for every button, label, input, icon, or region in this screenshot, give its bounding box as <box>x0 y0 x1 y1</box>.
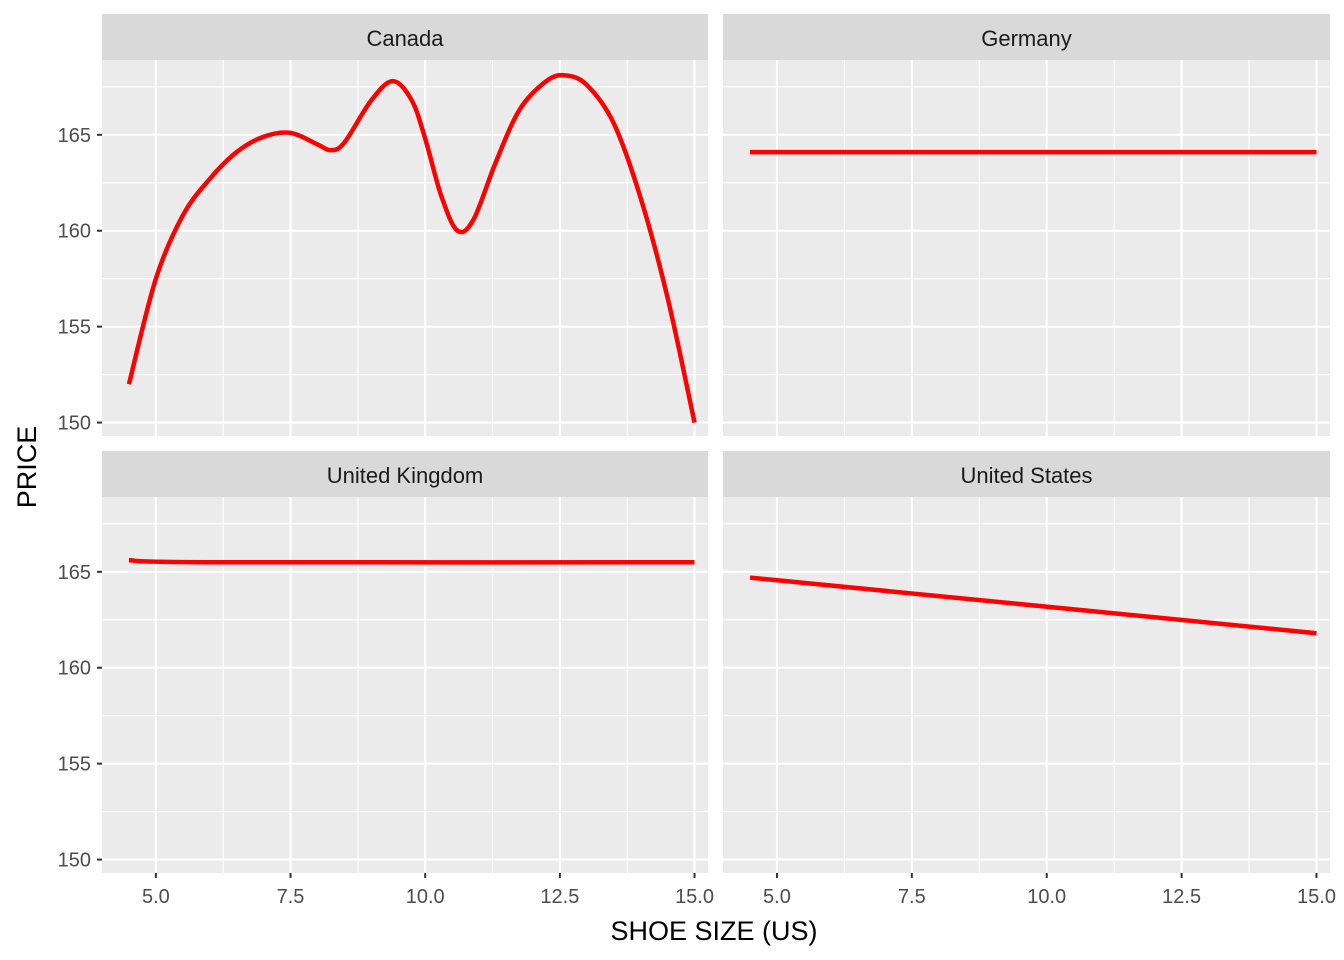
y-tick-label: 155 <box>58 754 91 776</box>
series-line <box>126 72 697 424</box>
panel-background <box>102 60 708 436</box>
facet-label: Germany <box>981 26 1071 51</box>
facet-panel: Germany <box>723 14 1330 436</box>
facet-label: United Kingdom <box>327 463 484 488</box>
x-tick-label: 12.5 <box>1162 886 1201 908</box>
y-tick-label: 165 <box>58 125 91 147</box>
y-tick-label: 150 <box>58 413 91 435</box>
y-tick-label: 160 <box>58 658 91 680</box>
panel-background <box>723 60 1330 436</box>
facet-strip <box>102 451 708 497</box>
facet-label: Canada <box>366 26 444 51</box>
x-tick-label: 12.5 <box>540 886 579 908</box>
facet-label: United States <box>960 463 1092 488</box>
panel-background <box>723 497 1330 873</box>
panel-background <box>102 497 708 873</box>
x-tick-label: 5.0 <box>142 886 170 908</box>
facet-strip <box>723 14 1330 60</box>
x-tick-label: 10.0 <box>1027 886 1066 908</box>
facet-panel: United States 5.0 7.5 10.0 12.5 15.0 <box>723 451 1336 908</box>
facet-panels: Canada 150 155 160 165 Germany United Kingdom 1… <box>58 14 1336 908</box>
facet-strip <box>102 14 708 60</box>
x-tick-label: 15.0 <box>1297 886 1336 908</box>
y-tick-label: 165 <box>58 562 91 584</box>
x-tick-label: 15.0 <box>675 886 714 908</box>
x-axis-title: SHOE SIZE (US) <box>610 916 817 946</box>
y-tick-label: 155 <box>58 317 91 339</box>
y-axis-title: PRICE <box>12 426 42 509</box>
y-tick-label: 150 <box>58 850 91 872</box>
series-line <box>749 575 1317 636</box>
series-line <box>128 558 695 565</box>
x-tick-label: 10.0 <box>406 886 445 908</box>
x-tick-label: 5.0 <box>763 886 791 908</box>
facet-strip <box>723 451 1330 497</box>
y-tick-label: 160 <box>58 221 91 243</box>
facet-panel: United Kingdom 150 155 160 165 5.0 7.5 10.0 12.5… <box>58 451 714 908</box>
x-tick-label: 7.5 <box>898 886 926 908</box>
facet-panel: Canada 150 155 160 165 <box>58 14 708 436</box>
x-tick-label: 7.5 <box>277 886 305 908</box>
